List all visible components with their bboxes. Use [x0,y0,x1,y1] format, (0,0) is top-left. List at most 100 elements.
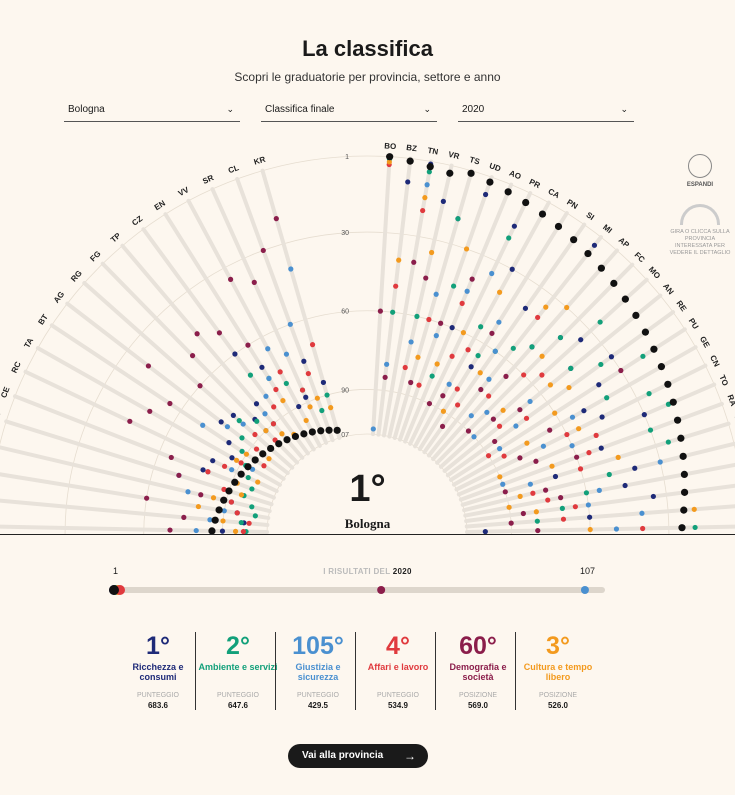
series-point [692,524,698,531]
go-to-province-label: Vai alla provincia [302,750,384,761]
series-point [200,467,206,473]
category-card[interactable]: 1° Ricchezza e consumi PUNTEGGIO 683.6 [118,632,198,710]
category-separator [515,632,516,710]
category-label: SR [201,173,215,186]
category-name: Cultura e tempo libero [523,662,593,682]
category-label: TP [109,231,123,245]
spoke [186,198,322,448]
overall-rank-point [325,426,333,434]
series-point [646,391,652,397]
series-point [446,381,452,387]
series-point [424,182,430,188]
category-card[interactable]: 4° Affari e lavoro PUNTEGGIO 534.9 [358,632,438,710]
spoke [464,483,735,523]
series-point [433,333,439,339]
category-label: AN [661,282,675,297]
series-point [433,291,439,297]
province-select[interactable]: Bologna ⌄ [64,104,240,122]
category-rank: 4° [386,632,410,660]
spoke [82,281,295,470]
results-year: 2020 [392,567,412,576]
category-metric-value: 534.9 [387,701,409,710]
series-point [552,473,559,480]
series-point [396,257,402,263]
series-point [539,372,545,378]
series-point [228,499,234,505]
spoke [397,175,494,442]
category-label: CN [708,354,721,369]
series-point [483,191,489,198]
overall-rank-point [333,426,341,434]
series-point [593,432,599,438]
series-point [220,518,226,524]
overall-rank-point [650,345,658,353]
overall-rank-point [220,496,228,504]
category-metric-value: 569.0 [467,701,489,710]
series-point [145,363,152,369]
series-point [533,458,539,464]
series-point [243,451,250,457]
series-point [233,457,240,463]
category-metric-label: PUNTEGGIO [136,692,179,699]
series-point [426,400,433,407]
expand-button[interactable]: ESPANDI [680,154,720,188]
series-point [288,266,294,272]
ranking-select-value: Classifica finale [265,104,335,115]
series-point [167,527,173,533]
series-point [377,308,383,314]
spoke [462,441,735,513]
series-point [414,313,420,319]
series-point [533,509,539,515]
radial-ranking-chart[interactable]: 1306090107POFIGOVIPCSORATOCNGEPUREANMOFC… [0,140,735,535]
series-point [640,353,646,359]
category-metric-value: 647.6 [227,701,249,710]
series-point [408,339,414,345]
year-select[interactable]: 2020 ⌄ [458,104,634,122]
spoke [260,168,342,440]
rotate-icon [680,204,720,225]
series-point [386,159,392,165]
series-point [239,435,245,441]
series-point [657,459,663,465]
overall-rank-point [680,470,688,478]
series-point [527,481,533,487]
category-card[interactable]: 2° Ambiente e servizi PUNTEGGIO 647.6 [198,632,278,710]
category-rank: 105° [292,632,344,660]
spoke [431,248,619,461]
ranking-select[interactable]: Classifica finale ⌄ [261,104,437,122]
series-point [198,492,204,498]
series-point [574,454,580,460]
overall-rank-point [275,440,283,448]
radial-tick-label: 90 [341,387,349,394]
series-point [455,402,461,408]
series-point [252,513,258,519]
series-point [596,487,602,493]
series-point [650,493,656,500]
series-point [517,455,523,461]
category-label: FG [88,249,102,263]
category-label: FC [633,250,647,264]
category-card[interactable]: 60° Demografia e società POSIZIONE 569.0 [438,632,518,710]
category-card[interactable]: 3° Cultura e tempo libero POSIZIONE 526.0 [518,632,598,710]
category-label: TA [22,336,35,349]
series-point [534,518,540,524]
spoke [12,394,276,500]
series-point [194,331,200,337]
overall-rank-point [406,157,414,165]
spoke [464,524,735,535]
go-to-province-button[interactable]: Vai alla provincia → [288,744,428,768]
overall-rank-point [467,169,475,177]
series-point [382,374,388,380]
series-point [299,387,306,393]
series-point [247,372,254,378]
series-point [262,411,268,417]
series-point [522,305,529,311]
series-point [568,365,574,371]
series-point [239,448,245,454]
category-separator [195,632,196,710]
chevron-down-icon: ⌄ [620,104,628,114]
series-point [618,367,624,374]
category-metric-value: 429.5 [307,701,329,710]
category-card[interactable]: 105° Giustizia e sicurezza PUNTEGGIO 429.5 [278,632,358,710]
series-point [301,358,307,364]
